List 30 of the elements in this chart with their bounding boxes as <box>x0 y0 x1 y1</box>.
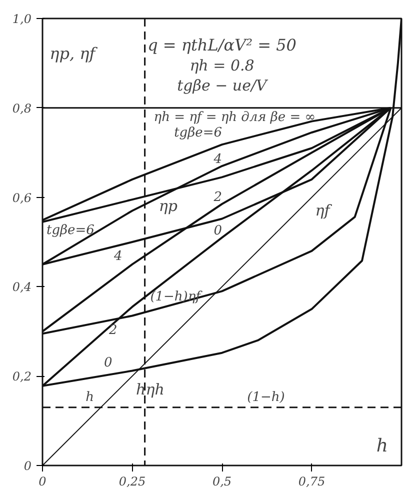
y-tick-label: 1,0 <box>12 12 32 26</box>
x-axis-title: h <box>376 436 388 457</box>
x-tick-label: 0 <box>38 474 47 488</box>
y-tick-label: 0,4 <box>12 280 32 294</box>
annotation: tgβe=6 <box>174 126 222 141</box>
y-tick-label: 0 <box>24 459 32 473</box>
y-tick-label: 0,6 <box>12 190 32 205</box>
annotation: 0 <box>104 356 112 371</box>
x-tick-label: 0,75 <box>298 474 326 488</box>
annotation: h <box>86 390 94 406</box>
annotation: ηp <box>158 197 178 216</box>
annotation: hηh <box>136 380 164 398</box>
annotation: ηh = 0.8 <box>190 56 254 74</box>
annotation: 2 <box>108 322 118 338</box>
annotation: ηf <box>315 202 332 220</box>
y-tick-label: 0,2 <box>12 370 32 384</box>
annotation: 2 <box>212 190 222 206</box>
x-tick-label: 0,25 <box>118 474 146 488</box>
annotation: tgβe − ue/V <box>177 76 270 94</box>
annotation: 0 <box>214 224 222 239</box>
ref-line-label: ηh = ηf = ηh для βe = ∞ <box>154 110 316 125</box>
x-tick-label: 0,5 <box>212 474 232 488</box>
annotation: 4 <box>212 152 222 168</box>
y-tick-label: 0,8 <box>12 101 32 116</box>
text: q = ηthL/αV² = 50 <box>148 35 296 54</box>
annotation: tgβe=6 <box>46 222 94 238</box>
annotation: (1−h) <box>247 390 285 406</box>
y-axis-title: ηp, ηf <box>50 44 98 64</box>
annotation: 4 <box>112 249 122 264</box>
annotation: (1−h)ηf <box>150 290 203 305</box>
